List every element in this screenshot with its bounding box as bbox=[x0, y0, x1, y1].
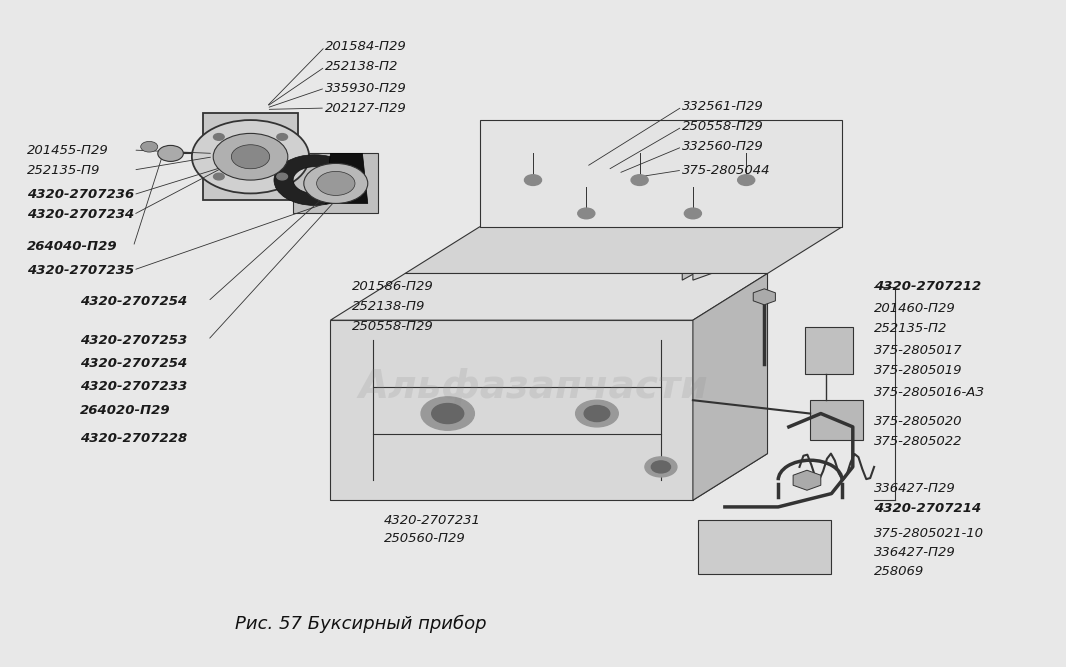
Polygon shape bbox=[330, 320, 693, 500]
Text: 201460-П29: 201460-П29 bbox=[874, 301, 956, 315]
Polygon shape bbox=[693, 273, 768, 500]
Circle shape bbox=[277, 133, 288, 140]
Circle shape bbox=[141, 141, 158, 152]
Polygon shape bbox=[330, 273, 768, 320]
Text: 252138-П9: 252138-П9 bbox=[352, 300, 425, 313]
Polygon shape bbox=[698, 520, 831, 574]
Text: 250558-П29: 250558-П29 bbox=[682, 120, 764, 133]
Text: 250560-П29: 250560-П29 bbox=[384, 532, 466, 545]
Circle shape bbox=[576, 400, 618, 427]
Text: 4320-2707231: 4320-2707231 bbox=[384, 514, 481, 527]
Text: 375-2805019: 375-2805019 bbox=[874, 364, 963, 377]
Text: Рис. 57 Буксирный прибор: Рис. 57 Буксирный прибор bbox=[235, 614, 486, 633]
Circle shape bbox=[584, 406, 610, 422]
Text: 336427-П29: 336427-П29 bbox=[874, 482, 956, 495]
Text: 202127-П29: 202127-П29 bbox=[325, 101, 407, 115]
Polygon shape bbox=[293, 153, 378, 213]
Circle shape bbox=[432, 404, 464, 424]
Circle shape bbox=[213, 133, 288, 180]
Text: 332560-П29: 332560-П29 bbox=[682, 140, 764, 153]
Text: 252138-П2: 252138-П2 bbox=[325, 60, 399, 73]
Text: 264040-П29: 264040-П29 bbox=[27, 240, 117, 253]
Text: 250558-П29: 250558-П29 bbox=[352, 320, 434, 334]
Text: 264020-П29: 264020-П29 bbox=[80, 404, 171, 417]
Text: 201586-П29: 201586-П29 bbox=[352, 280, 434, 293]
Text: 375-2805016-АЗ: 375-2805016-АЗ bbox=[874, 386, 985, 399]
Text: 375-2805022: 375-2805022 bbox=[874, 435, 963, 448]
Text: 4320-2707233: 4320-2707233 bbox=[80, 380, 188, 394]
Polygon shape bbox=[325, 153, 368, 203]
Polygon shape bbox=[405, 227, 842, 273]
Text: 4320-2707254: 4320-2707254 bbox=[80, 357, 188, 370]
Circle shape bbox=[524, 175, 542, 185]
Circle shape bbox=[421, 397, 474, 430]
Circle shape bbox=[631, 175, 648, 185]
Polygon shape bbox=[480, 120, 842, 227]
Text: 252135-П2: 252135-П2 bbox=[874, 321, 948, 335]
Text: 332561-П29: 332561-П29 bbox=[682, 100, 764, 113]
Text: 4320-2707214: 4320-2707214 bbox=[874, 502, 982, 515]
Text: 4320-2707212: 4320-2707212 bbox=[874, 280, 982, 293]
Polygon shape bbox=[682, 213, 768, 280]
Text: 375-2805017: 375-2805017 bbox=[874, 344, 963, 357]
Polygon shape bbox=[330, 454, 768, 500]
Text: 375-2805021-10: 375-2805021-10 bbox=[874, 527, 984, 540]
Polygon shape bbox=[693, 167, 768, 280]
Wedge shape bbox=[274, 155, 355, 205]
Circle shape bbox=[304, 163, 368, 203]
Text: 4320-2707236: 4320-2707236 bbox=[27, 188, 134, 201]
Circle shape bbox=[684, 208, 701, 219]
Text: 375-2805020: 375-2805020 bbox=[874, 415, 963, 428]
Circle shape bbox=[651, 461, 671, 473]
Circle shape bbox=[231, 145, 270, 169]
Circle shape bbox=[192, 120, 309, 193]
Circle shape bbox=[645, 457, 677, 477]
Text: 4320-2707235: 4320-2707235 bbox=[27, 263, 134, 277]
Circle shape bbox=[578, 208, 595, 219]
Text: 258069: 258069 bbox=[874, 565, 924, 578]
Polygon shape bbox=[203, 113, 298, 200]
Text: 336427-П29: 336427-П29 bbox=[874, 546, 956, 559]
Text: 335930-П29: 335930-П29 bbox=[325, 81, 407, 95]
Text: 4320-2707234: 4320-2707234 bbox=[27, 208, 134, 221]
Text: 375-2805044: 375-2805044 bbox=[682, 163, 771, 177]
Circle shape bbox=[277, 173, 288, 180]
Text: Альфазапчасти: Альфазапчасти bbox=[358, 368, 708, 406]
Circle shape bbox=[317, 171, 355, 195]
Polygon shape bbox=[810, 400, 863, 440]
Circle shape bbox=[158, 145, 183, 161]
Polygon shape bbox=[805, 327, 853, 374]
Text: 252135-П9: 252135-П9 bbox=[27, 163, 100, 177]
Text: 201455-П29: 201455-П29 bbox=[27, 143, 109, 157]
Circle shape bbox=[738, 175, 755, 185]
Circle shape bbox=[213, 133, 224, 140]
Circle shape bbox=[213, 173, 224, 180]
Text: 4320-2707254: 4320-2707254 bbox=[80, 295, 188, 308]
Text: 4320-2707228: 4320-2707228 bbox=[80, 432, 188, 446]
Text: 201584-П29: 201584-П29 bbox=[325, 40, 407, 53]
Text: 4320-2707253: 4320-2707253 bbox=[80, 334, 188, 347]
